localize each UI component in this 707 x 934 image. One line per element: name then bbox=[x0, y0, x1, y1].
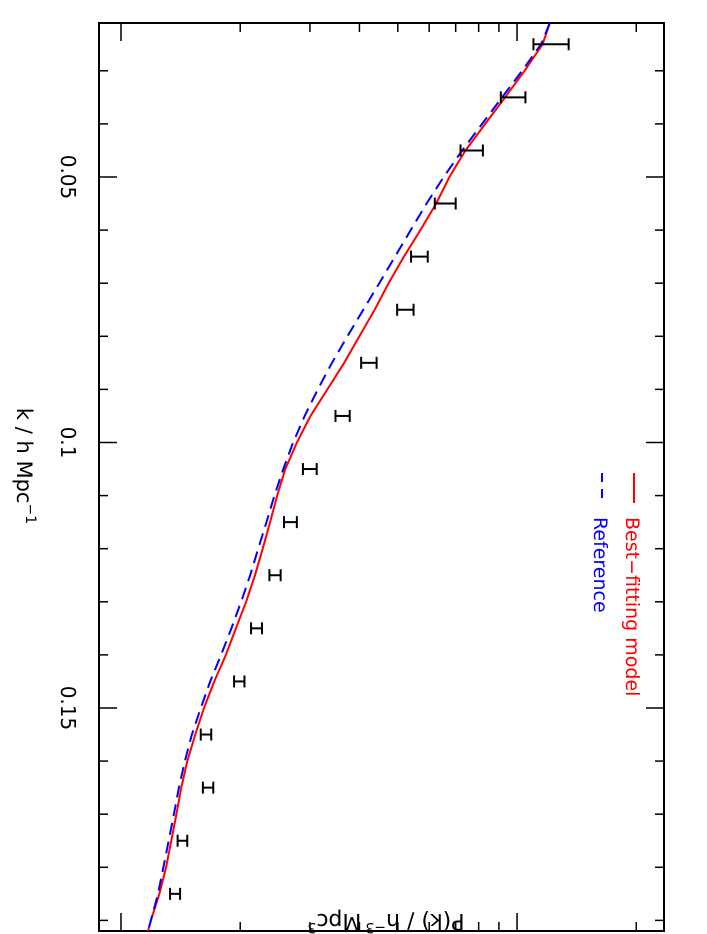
y-tick-label: 104 bbox=[500, 0, 534, 3]
error-bar-point bbox=[396, 303, 415, 316]
error-bar-point bbox=[360, 356, 378, 369]
axis-tick-labels: 0.05 0.1 0.15 1000 2000 5000 104 2×104 bbox=[56, 0, 668, 731]
reference-curve bbox=[147, 22, 551, 932]
chart-rotation-group: 0.05 0.1 0.15 1000 2000 5000 104 2×104 Best−fit… bbox=[12, 0, 668, 932]
error-bar-point bbox=[283, 516, 298, 529]
best-fit-curve bbox=[147, 22, 551, 932]
error-bar-point bbox=[499, 91, 527, 104]
error-bar-point bbox=[532, 38, 570, 51]
y-axis-label: P(k) / h−3Mpc3 bbox=[307, 908, 464, 934]
error-bar-point bbox=[433, 197, 457, 210]
model-curves bbox=[147, 22, 551, 932]
plot-frame bbox=[98, 22, 665, 932]
legend-label-reference: Reference bbox=[589, 517, 611, 613]
error-bar-point bbox=[176, 834, 189, 847]
x-tick-label: 0.05 bbox=[56, 155, 80, 200]
error-bar-point bbox=[233, 675, 246, 688]
error-bar-point bbox=[301, 463, 318, 476]
x-tick-label: 0.1 bbox=[56, 427, 80, 459]
axis-ticks bbox=[99, 23, 664, 931]
error-bar-point bbox=[199, 728, 213, 741]
error-bar-point bbox=[201, 781, 215, 794]
x-axis-label: k / h Mpc−1 bbox=[12, 408, 38, 524]
svg-text:2×104: 2×104 bbox=[604, 0, 668, 3]
error-bar-point bbox=[410, 250, 429, 263]
x-tick-label: 0.15 bbox=[56, 686, 80, 731]
svg-text:5000: 5000 bbox=[372, 0, 423, 3]
data-points bbox=[169, 38, 570, 900]
error-bar-point bbox=[459, 144, 484, 157]
y-tick-label: 5000 bbox=[372, 0, 423, 3]
error-bar-point bbox=[250, 622, 263, 635]
legend-label-best-fit: Best−fitting model bbox=[621, 517, 643, 696]
y-tick-label: 2000 bbox=[215, 0, 266, 3]
svg-text:2000: 2000 bbox=[215, 0, 266, 3]
svg-text:1000: 1000 bbox=[96, 0, 147, 3]
error-bar-point bbox=[334, 409, 351, 422]
y-tick-label: 1000 bbox=[96, 0, 147, 3]
error-bar-point bbox=[268, 569, 282, 582]
y-tick-label: 2×104 bbox=[604, 0, 668, 3]
error-bar-point bbox=[169, 887, 182, 900]
svg-text:104: 104 bbox=[500, 0, 534, 3]
legend: Best−fitting model Reference bbox=[589, 473, 643, 696]
